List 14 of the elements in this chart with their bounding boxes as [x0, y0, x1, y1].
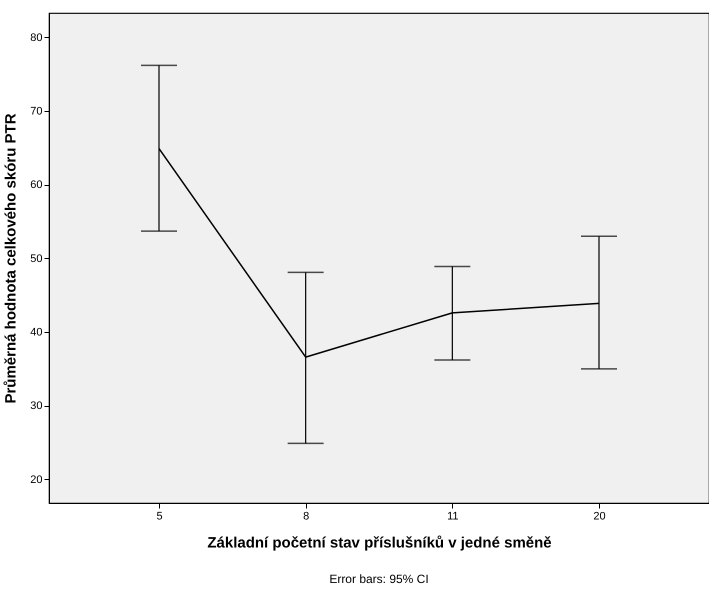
x-tick-label: 8 — [303, 510, 310, 522]
x-tick-label: 11 — [447, 510, 459, 522]
y-tick-label: 60 — [30, 179, 42, 192]
y-tick-label: 40 — [30, 326, 42, 339]
x-tick-label: 20 — [593, 510, 606, 522]
y-tick-label: 20 — [30, 474, 42, 486]
y-tick-label: 80 — [30, 32, 42, 44]
y-tick-label: 70 — [30, 106, 42, 118]
x-tick-label: 5 — [156, 510, 163, 522]
text: Error bars: 95% CI — [329, 572, 429, 586]
y-tick-label: 50 — [30, 252, 42, 265]
x-axis-title: Základní početní stav příslušníků v jedné směně — [207, 534, 552, 552]
y-axis-title: Průměrná hodnota celkového skóru PTR — [2, 113, 20, 404]
y-tick-label: 30 — [30, 400, 42, 412]
